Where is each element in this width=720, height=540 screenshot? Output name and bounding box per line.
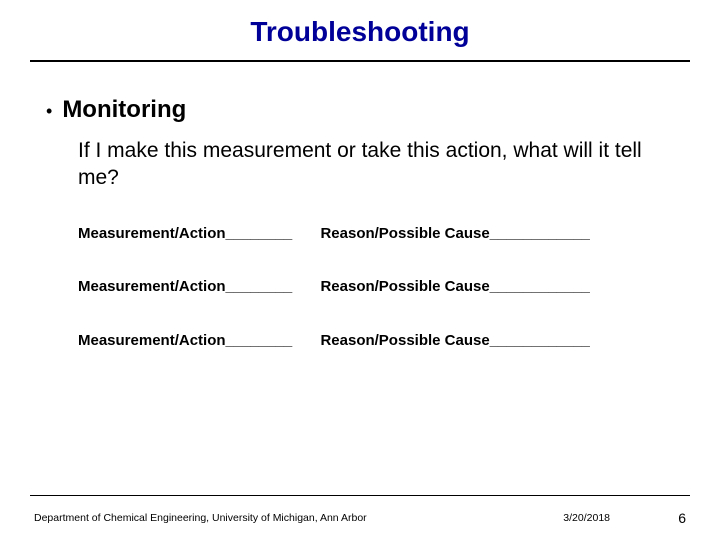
footer-rule (30, 495, 690, 496)
bullet-row: • Monitoring (46, 96, 186, 124)
slide-title: Troubleshooting (0, 16, 720, 48)
bullet-label: Monitoring (62, 96, 186, 124)
form-row-1: Measurement/Action________ Reason/Possib… (78, 225, 590, 242)
slide: Troubleshooting • Monitoring If I make t… (0, 0, 720, 540)
form-row-3-right: Reason/Possible Cause____________ (320, 332, 589, 349)
form-row-1-right: Reason/Possible Cause____________ (320, 225, 589, 242)
title-underline (30, 60, 690, 62)
bullet-subtext: If I make this measurement or take this … (78, 138, 668, 192)
form-row-2-left: Measurement/Action________ (78, 278, 292, 295)
bullet-marker: • (46, 102, 52, 120)
form-row-2-right: Reason/Possible Cause____________ (320, 278, 589, 295)
footer-page-number: 6 (678, 510, 686, 526)
form-row-1-left: Measurement/Action________ (78, 225, 292, 242)
form-row-2: Measurement/Action________ Reason/Possib… (78, 278, 590, 295)
form-row-3: Measurement/Action________ Reason/Possib… (78, 332, 590, 349)
footer-org: Department of Chemical Engineering, Univ… (34, 512, 367, 524)
footer-date: 3/20/2018 (563, 512, 610, 524)
form-row-3-left: Measurement/Action________ (78, 332, 292, 349)
